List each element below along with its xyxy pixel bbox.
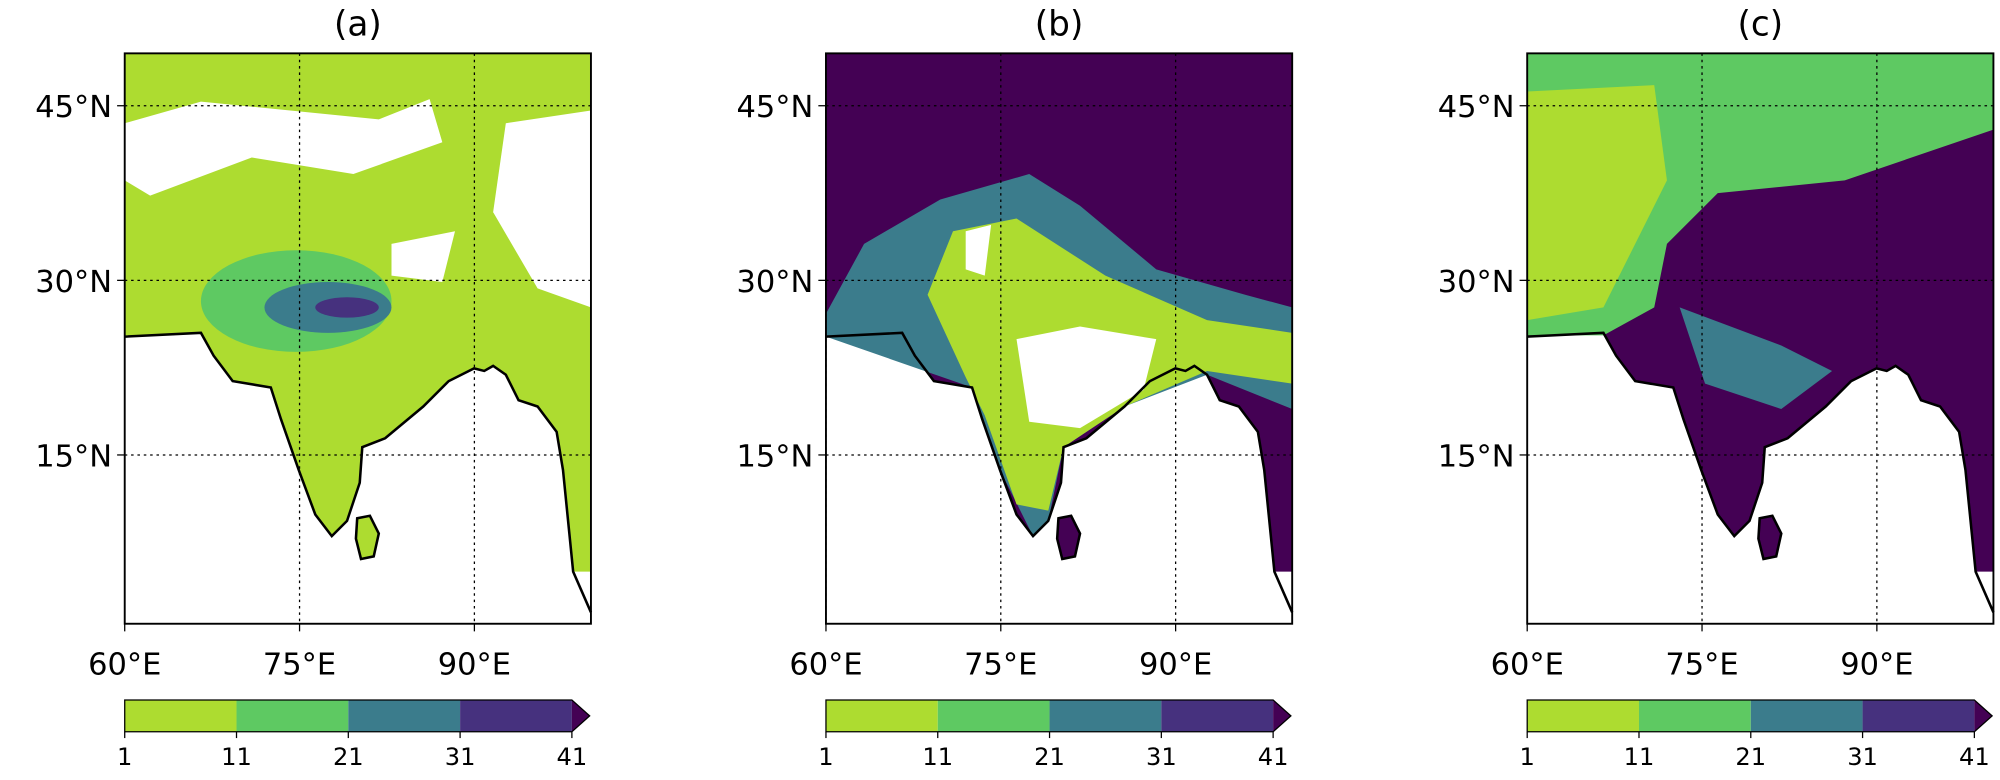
- x-tick-label: 60°E: [1491, 648, 1564, 683]
- colorbar-tick-label: 41: [1258, 743, 1289, 771]
- colorbar-tick-label: 21: [1034, 743, 1065, 771]
- y-tick-label: 15°N: [1438, 439, 1515, 474]
- panel-title: (a): [334, 5, 382, 45]
- colorbar-segment: [937, 699, 1050, 732]
- colorbar-segment: [460, 699, 572, 732]
- y-tick-label: 45°N: [736, 90, 813, 125]
- panel-title: (c): [1738, 5, 1784, 45]
- colorbar-frame: [825, 699, 1292, 733]
- x-tick-label: 75°E: [263, 648, 336, 683]
- colorbar-tick-label: 21: [1735, 743, 1766, 771]
- colorbar-tick-label: 11: [221, 743, 252, 771]
- colorbar-segment: [1638, 699, 1751, 732]
- colorbar-tick-label: 41: [1959, 743, 1990, 771]
- colorbar-segment: [348, 699, 461, 732]
- map-frame: [1526, 52, 1995, 625]
- colorbar-tick-label: 31: [1146, 743, 1177, 771]
- colorbar-tick-label: 11: [922, 743, 953, 771]
- colorbar-segment: [1161, 699, 1274, 732]
- y-tick-label: 45°N: [1438, 90, 1515, 125]
- colorbar-tick-label: 1: [1520, 743, 1535, 771]
- x-tick-label: 75°E: [964, 648, 1037, 683]
- y-tick-label: 15°N: [35, 439, 112, 474]
- x-tick-label: 60°E: [88, 648, 161, 683]
- y-tick-label: 30°N: [35, 265, 112, 300]
- colorbar-segment: [236, 699, 349, 732]
- y-tick-label: 15°N: [736, 439, 813, 474]
- x-tick-label: 75°E: [1665, 648, 1738, 683]
- map-panel-c: 60°E 75°E 90°E 15°N 30°N 45°N (c): [1438, 5, 1995, 683]
- colorbar-segment: [124, 699, 237, 732]
- colorbar-segment: [1049, 699, 1162, 732]
- colorbar-extend: [1273, 699, 1291, 732]
- colorbar-segment: [1862, 699, 1975, 732]
- colorbar-extend: [571, 699, 590, 732]
- map-panel-a: 60°E 75°E 90°E 15°N 30°N 45°N (a): [35, 5, 593, 683]
- y-tick-label: 45°N: [35, 90, 112, 125]
- panel-title: (b): [1035, 5, 1084, 45]
- colorbar-segment: [825, 699, 938, 732]
- colorbar-frame: [124, 699, 591, 733]
- colorbar-tick-label: 31: [445, 743, 476, 771]
- colorbar-segment: [1527, 699, 1639, 732]
- colorbar-tick-label: 1: [117, 743, 132, 771]
- x-tick-label: 90°E: [1139, 648, 1212, 683]
- y-tick-label: 30°N: [736, 265, 813, 300]
- x-tick-label: 90°E: [438, 648, 511, 683]
- colorbar-extend: [1974, 699, 1993, 732]
- x-tick-label: 90°E: [1840, 648, 1913, 683]
- colorbar-segment: [1750, 699, 1863, 732]
- map-frame: [123, 52, 592, 625]
- map-frame: [825, 52, 1294, 625]
- colorbar-tick-label: 21: [333, 743, 364, 771]
- colorbar-tick-label: 11: [1624, 743, 1655, 771]
- map-panel-b: 60°E 75°E 90°E 15°N 30°N 45°N (b): [736, 5, 1294, 683]
- y-tick-label: 30°N: [1438, 265, 1515, 300]
- x-tick-label: 60°E: [789, 648, 862, 683]
- colorbar-tick-label: 31: [1847, 743, 1878, 771]
- colorbar-tick-label: 41: [557, 743, 588, 771]
- colorbar-tick-label: 1: [818, 743, 833, 771]
- colorbar-frame: [1526, 699, 1994, 733]
